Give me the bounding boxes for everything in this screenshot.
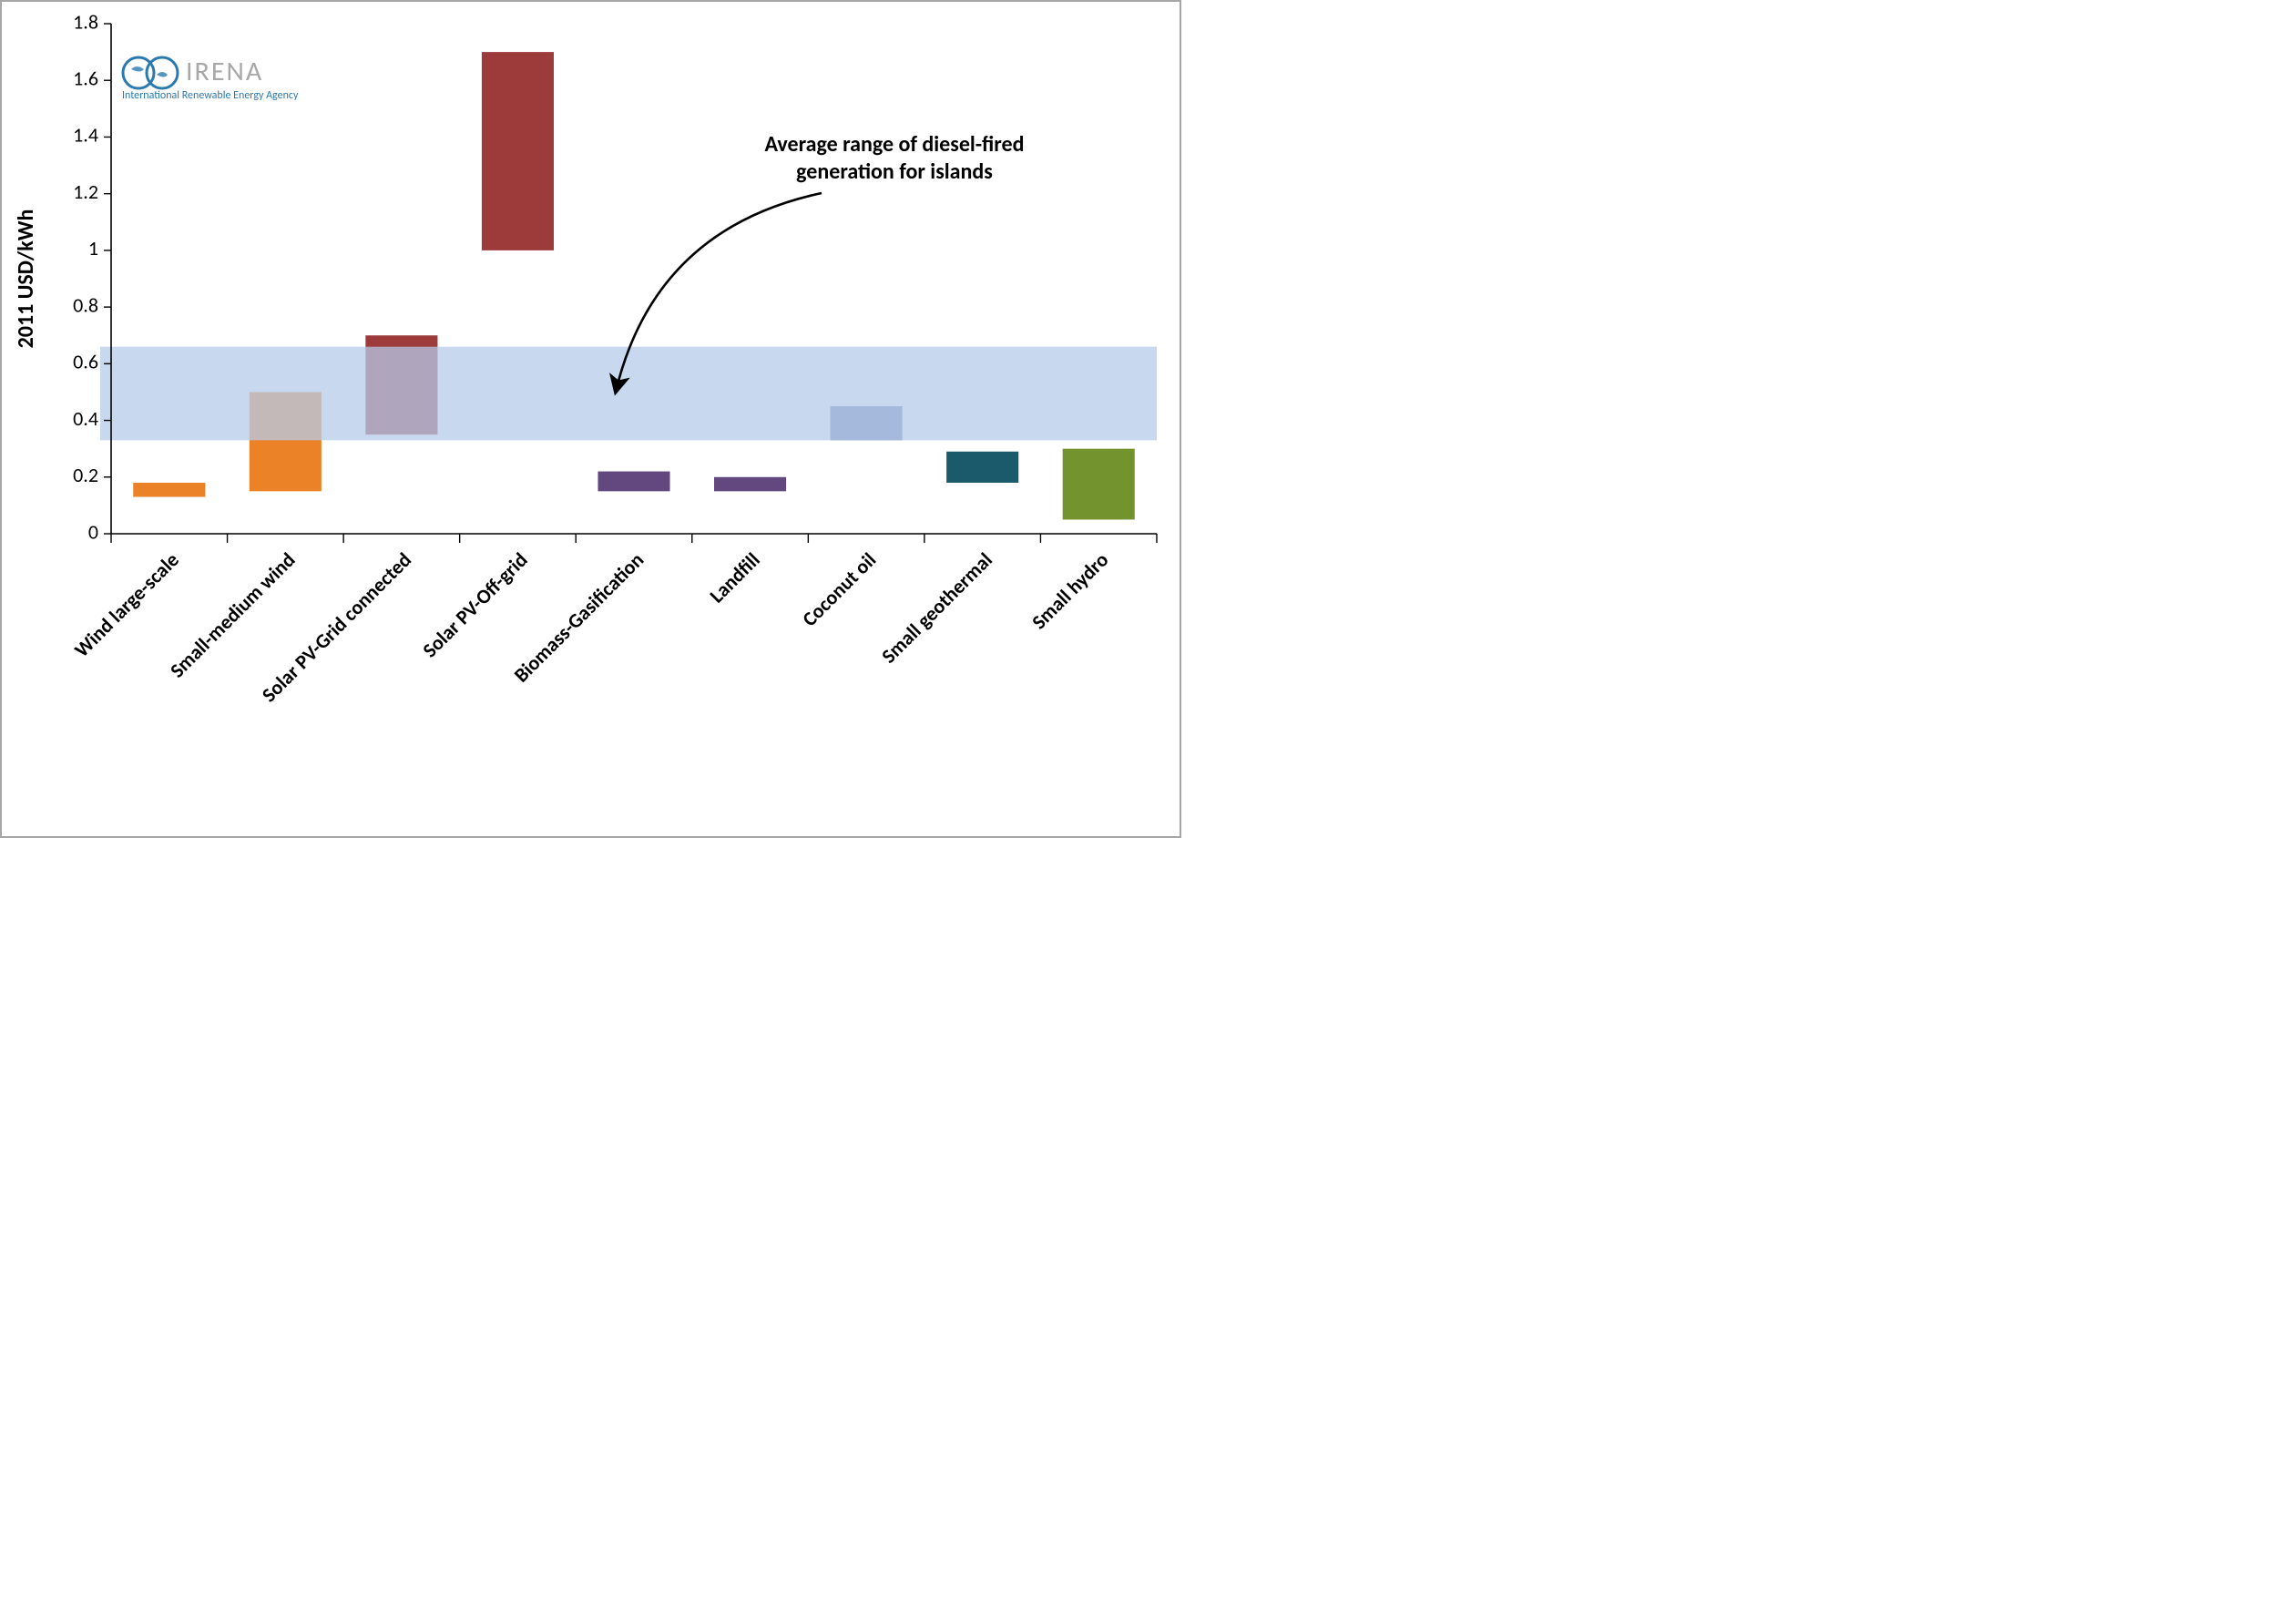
x-category-label: Small-medium wind	[165, 547, 300, 682]
range-bar	[598, 472, 669, 492]
y-tick-label: 1.2	[73, 179, 98, 204]
y-tick-label: 0.8	[73, 292, 98, 317]
y-tick-label: 1.8	[73, 9, 98, 34]
x-category-label: Wind large-scale	[69, 547, 184, 662]
annotation-line2: generation for islands	[796, 158, 993, 185]
x-category-label: Small geothermal	[876, 547, 997, 669]
range-bar	[133, 483, 205, 497]
y-tick-label: 0.6	[73, 350, 98, 374]
chart-frame: 0 0.2 0.4 0.6 0.8 1 1.2 1.4 1.6 1.8 2011 USD/kWh Wi…	[0, 0, 1181, 838]
y-tick-label: 0	[88, 519, 98, 544]
bars-layer	[133, 52, 1135, 519]
x-category-label: Biomass-Gasification	[509, 547, 649, 688]
y-tick-label: 1.4	[73, 123, 98, 148]
range-bar	[482, 52, 554, 250]
diesel-band	[100, 347, 1157, 441]
y-axis-title: 2011 USD/kWh	[13, 209, 39, 349]
range-bar	[946, 452, 1018, 483]
x-category-label: Small hydro	[1027, 547, 1113, 634]
x-category-label: Landfill	[704, 547, 764, 608]
x-category-label: Solar PV-Off-grid	[417, 547, 532, 662]
y-tick-label: 0.4	[73, 406, 98, 431]
logo-subtitle: International Renewable Energy Agency	[122, 89, 299, 102]
range-bar	[1063, 449, 1135, 520]
x-category-label: Coconut oil	[797, 547, 881, 631]
y-tick-label: 1.6	[73, 66, 98, 90]
range-bar	[714, 477, 786, 492]
annotation-line1: Average range of diesel-fired	[764, 131, 1024, 158]
y-tick-label: 1	[88, 236, 98, 260]
irena-logo: IRENAInternational Renewable Energy Agen…	[122, 55, 299, 102]
logo-brand: IRENA	[186, 55, 263, 88]
y-tick-label: 0.2	[73, 463, 98, 487]
range-bar-chart: 0 0.2 0.4 0.6 0.8 1 1.2 1.4 1.6 1.8 2011 USD/kWh Wi…	[2, 2, 1180, 836]
